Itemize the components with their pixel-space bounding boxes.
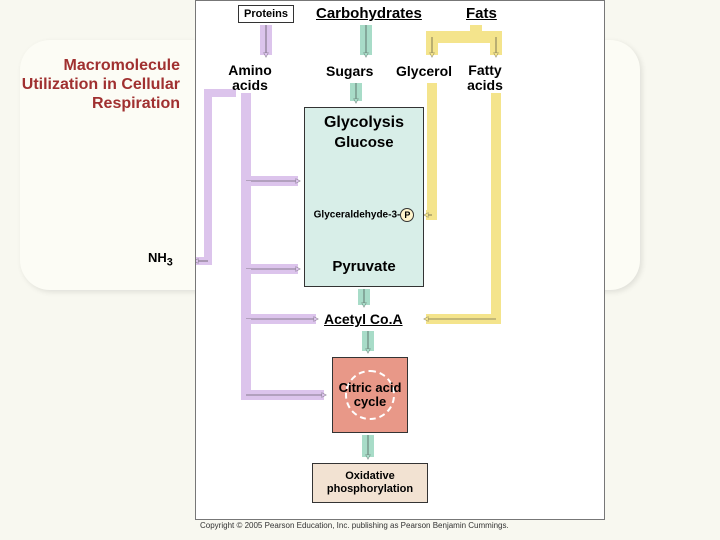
amino-label: Amino acids [220,63,280,94]
diagram-area: Proteins Carbohydrates Fats Amino acids … [195,0,605,520]
glycerol-label: Glycerol [396,63,452,79]
acetyl-label: Acetyl Co.A [324,311,403,327]
g3p-label: Glyceraldehyde-3-P [305,208,423,222]
fatty-label: Fatty acids [460,63,510,94]
citric-box: Citric acid cycle [332,357,408,433]
citric-text: Citric acid cycle [333,381,407,410]
carbohydrates-header: Carbohydrates [316,5,422,22]
g3p-text: Glyceraldehyde-3- [314,210,401,221]
copyright-text: Copyright © 2005 Pearson Education, Inc.… [200,521,509,530]
oxphos-box: Oxidative phosphorylation [312,463,428,503]
page-title: Macromolecule Utilization in Cellular Re… [0,56,180,114]
fats-header: Fats [466,5,497,22]
phosphate-icon: P [400,208,414,222]
sugars-label: Sugars [326,63,373,79]
nh3-label: NH3 [148,250,173,269]
nh3-text: NH [148,250,167,265]
proteins-header: Proteins [238,5,294,23]
pyruvate-label: Pyruvate [305,258,423,275]
glucose-label: Glucose [334,134,393,151]
glycolysis-title: Glycolysis [324,114,404,132]
nh3-sub: 3 [167,257,173,269]
glycolysis-box: Glycolysis Glucose Glyceraldehyde-3-P Py… [304,107,424,287]
